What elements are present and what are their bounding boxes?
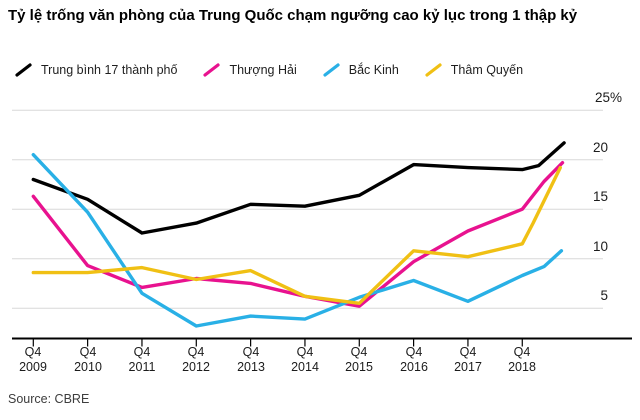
- y-tick-label: 10: [592, 239, 608, 254]
- x-tick-quarter: Q4: [459, 345, 477, 359]
- legend-item-label: Bắc Kinh: [348, 63, 399, 77]
- x-tick-year: 2016: [400, 360, 428, 374]
- legend-item-label: Thâm Quyến: [450, 63, 524, 77]
- x-tick-label: Q4 2016: [386, 345, 442, 375]
- legend-swatch-icon: [203, 63, 221, 77]
- series-line-trung-bình-17-thành-phố: [31, 141, 566, 235]
- x-tick-year: 2012: [182, 360, 210, 374]
- y-tick-label: 15: [592, 189, 608, 204]
- x-tick-label: Q4 2015: [331, 345, 387, 375]
- x-tick-quarter: Q4: [187, 345, 205, 359]
- x-tick-year: 2014: [291, 360, 319, 374]
- legend-item: Trung bình 17 thành phố: [15, 63, 177, 77]
- legend-item-label: Trung bình 17 thành phố: [41, 63, 178, 77]
- series-line-thâm-quyến: [31, 165, 562, 305]
- x-tick-year: 2013: [237, 360, 265, 374]
- chart-legend: Trung bình 17 thành phố Thượng Hải Bắc Kin…: [15, 60, 523, 80]
- x-tick-year: 2010: [74, 360, 102, 374]
- chart-title: Tỷ lệ trống văn phòng của Trung Quốc chạ…: [8, 7, 578, 24]
- x-tick-quarter: Q4: [296, 345, 314, 359]
- x-tick-label: Q4 2011: [114, 345, 170, 375]
- x-tick-quarter: Q4: [133, 345, 151, 359]
- x-tick-year: 2017: [454, 360, 482, 374]
- x-tick-year: 2011: [128, 360, 156, 374]
- x-tick-quarter: Q4: [513, 345, 531, 359]
- y-tick-label: 20: [592, 140, 608, 155]
- legend-swatch-icon: [425, 63, 442, 77]
- legend-item: Bắc Kinh: [323, 63, 399, 77]
- legend-swatch-icon: [323, 63, 340, 77]
- x-tick-quarter: Q4: [24, 345, 42, 359]
- x-tick-year: 2018: [508, 360, 536, 374]
- series-line-bắc-kinh: [31, 152, 564, 328]
- source-label: Source: CBRE: [8, 392, 90, 406]
- x-tick-quarter: Q4: [405, 345, 423, 359]
- y-tick-label: 5: [600, 288, 608, 303]
- legend-swatch-icon: [15, 63, 32, 77]
- x-tick-year: 2009: [19, 360, 47, 374]
- x-tick-year: 2015: [345, 360, 373, 374]
- x-tick-quarter: Q4: [350, 345, 368, 359]
- y-tick-label: 25%: [594, 90, 622, 105]
- legend-item-label: Thượng Hải: [229, 63, 297, 77]
- x-tick-quarter: Q4: [79, 345, 97, 359]
- series-line-thượng-hải: [31, 160, 565, 308]
- x-tick-label: Q4 2009: [5, 345, 61, 375]
- x-tick-label: Q4 2012: [168, 345, 224, 375]
- x-tick-label: Q4 2010: [60, 345, 116, 375]
- x-tick-label: Q4 2018: [494, 345, 550, 375]
- x-tick-quarter: Q4: [242, 345, 260, 359]
- x-tick-label: Q4 2013: [223, 345, 279, 375]
- legend-item: Thâm Quyến: [425, 63, 523, 77]
- x-tick-label: Q4 2014: [277, 345, 333, 375]
- legend-item: Thượng Hải: [203, 63, 297, 77]
- x-tick-label: Q4 2017: [440, 345, 496, 375]
